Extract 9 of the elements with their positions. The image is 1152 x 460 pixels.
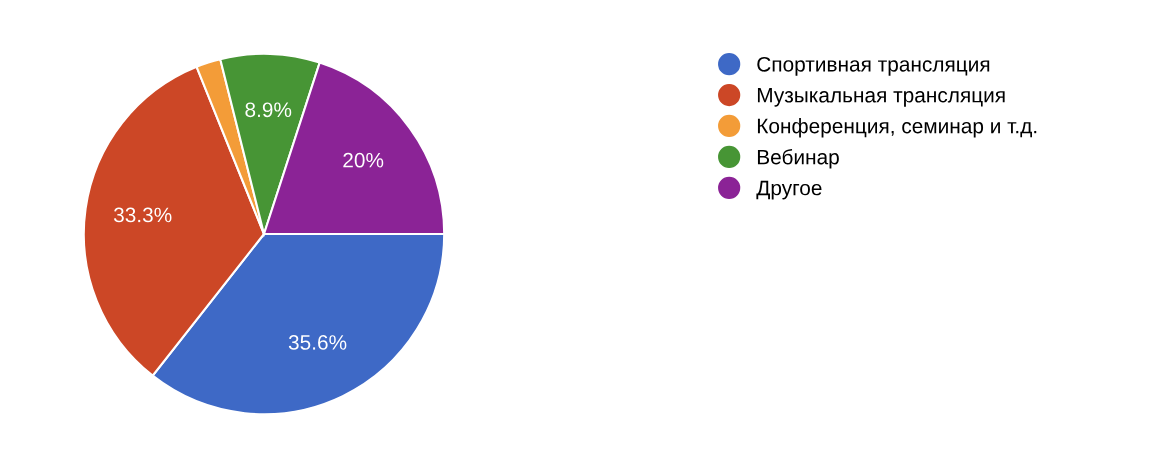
- data-label: 8.9%: [245, 102, 292, 118]
- data-label: 20%: [343, 152, 384, 168]
- legend-label: Спортивная трансляция: [757, 56, 990, 76]
- data-label: 35.6%: [288, 335, 347, 350]
- legend-label: Музыкальная трансляция: [757, 87, 1005, 107]
- data-label: 33.3%: [113, 207, 172, 223]
- legend-label: Вебинар: [757, 148, 839, 169]
- legend-label: Другое: [756, 180, 822, 200]
- legend-label: Конференция, семинар и т.д.: [757, 118, 1037, 138]
